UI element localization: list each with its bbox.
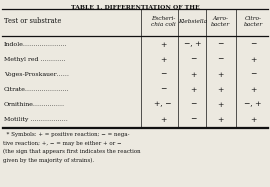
Text: TABLE 1. DIFFERENTIATION OF THE: TABLE 1. DIFFERENTIATION OF THE <box>71 4 199 10</box>
Text: +: + <box>250 116 256 123</box>
Text: Voges-Proskauer……: Voges-Proskauer…… <box>4 72 69 77</box>
Text: * Symbols: + = positive reaction; − = nega-: * Symbols: + = positive reaction; − = ne… <box>3 132 130 137</box>
Text: Test or substrate: Test or substrate <box>4 16 61 24</box>
Text: +: + <box>160 116 166 123</box>
Text: given by the majority of strains).: given by the majority of strains). <box>3 157 94 163</box>
Text: −: − <box>160 70 166 79</box>
Text: −: − <box>190 116 196 123</box>
Text: +: + <box>217 85 223 94</box>
Text: Citro-
bacter: Citro- bacter <box>244 16 262 27</box>
Text: +: + <box>250 56 256 64</box>
Text: +: + <box>190 85 196 94</box>
Text: +: + <box>250 85 256 94</box>
Text: −: − <box>250 41 256 48</box>
Text: Aero-
bacter: Aero- bacter <box>210 16 230 27</box>
Text: (the sign that appears first indicates the reaction: (the sign that appears first indicates t… <box>3 149 141 154</box>
Text: +: + <box>160 41 166 48</box>
Text: +: + <box>190 70 196 79</box>
Text: Citrate…………………: Citrate………………… <box>4 87 70 92</box>
Text: −: − <box>190 100 196 108</box>
Text: Ornithine……………: Ornithine…………… <box>4 102 65 107</box>
Text: −, +: −, + <box>244 100 262 108</box>
Text: +: + <box>217 70 223 79</box>
Text: −: − <box>190 56 196 64</box>
Text: Methyl red …………: Methyl red ………… <box>4 57 66 62</box>
Text: −: − <box>160 85 166 94</box>
Text: +: + <box>160 56 166 64</box>
Text: Motility ………………: Motility ……………… <box>4 117 68 122</box>
Text: Klebsiella: Klebsiella <box>178 19 208 24</box>
Text: −, +: −, + <box>184 41 202 48</box>
Text: Escheri-
chia coli: Escheri- chia coli <box>151 16 176 27</box>
Text: +: + <box>217 100 223 108</box>
Text: −: − <box>217 56 223 64</box>
Text: −: − <box>217 41 223 48</box>
Text: +, −: +, − <box>154 100 172 108</box>
Text: tive reaction; +, − = may be either + or −: tive reaction; +, − = may be either + or… <box>3 140 122 145</box>
Text: −: − <box>250 70 256 79</box>
Text: Indole…………………: Indole………………… <box>4 42 68 47</box>
Text: +: + <box>217 116 223 123</box>
